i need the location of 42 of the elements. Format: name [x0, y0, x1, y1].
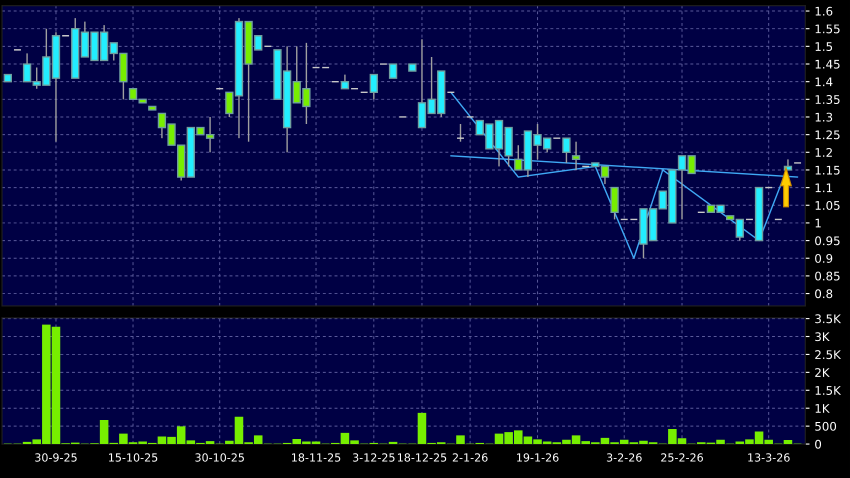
y-tick-label: 0.85 [815, 272, 840, 281]
x-tick-label: 2-1-26 [452, 453, 488, 462]
y-tick-label: 1.1 [816, 183, 832, 192]
y-tick-label: 2.5K [815, 350, 842, 360]
candlestick [456, 123, 465, 142]
x-tick-label: 13-3-26 [748, 453, 790, 462]
y-tick-label: 1.55 [816, 24, 840, 34]
y-tick-label: 1.5 [816, 42, 832, 51]
y-tick-label: 1.15 [816, 166, 840, 175]
y-tick-label: 1.05 [816, 200, 840, 210]
x-tick-label: 19-1-26 [517, 453, 559, 462]
y-tick-label: 500 [815, 422, 836, 431]
x-tick-label: 25-2-26 [661, 453, 703, 462]
x-tick-label: 30-9-25 [35, 453, 77, 462]
y-tick-label: 3K [815, 332, 830, 342]
x-tick-label: 3-12-25 [352, 453, 395, 462]
y-tick-label: 1.45 [816, 60, 840, 69]
x-tick-label: 18-11-25 [292, 453, 340, 462]
y-tick-label: 1.2 [816, 148, 832, 157]
x-tick-label: 30-10-25 [195, 453, 244, 462]
y-tick-label: 1.25 [816, 130, 840, 140]
y-tick-label: 1.3 [816, 112, 832, 122]
candlestick [370, 74, 378, 100]
y-tick-label: 0.9 [815, 254, 832, 263]
y-tick-label: 0.8 [815, 289, 832, 298]
y-tick-label: 3.5K [815, 314, 842, 324]
y-tick-label: 1.5K [816, 386, 842, 395]
y-tick-label: 1.35 [816, 95, 840, 104]
y-tick-label: 0 [815, 440, 822, 449]
y-tick-label: 1.4 [816, 78, 832, 86]
candlestick [562, 137, 571, 164]
candlestick [572, 141, 580, 171]
y-tick-label: 1.6 [816, 6, 832, 16]
candlestick [340, 74, 350, 90]
x-tick-label: 18-12-25 [398, 453, 446, 462]
y-tick-label: 1 [816, 218, 821, 228]
candlestick [388, 63, 398, 79]
y-tick-label: 1K [816, 404, 830, 413]
x-tick-label: 3-2-26 [606, 453, 642, 462]
y-tick-label: 0.95 [815, 236, 840, 246]
x-tick-label: 15-10-25 [109, 453, 158, 462]
y-tick-label: 2K [815, 368, 830, 377]
